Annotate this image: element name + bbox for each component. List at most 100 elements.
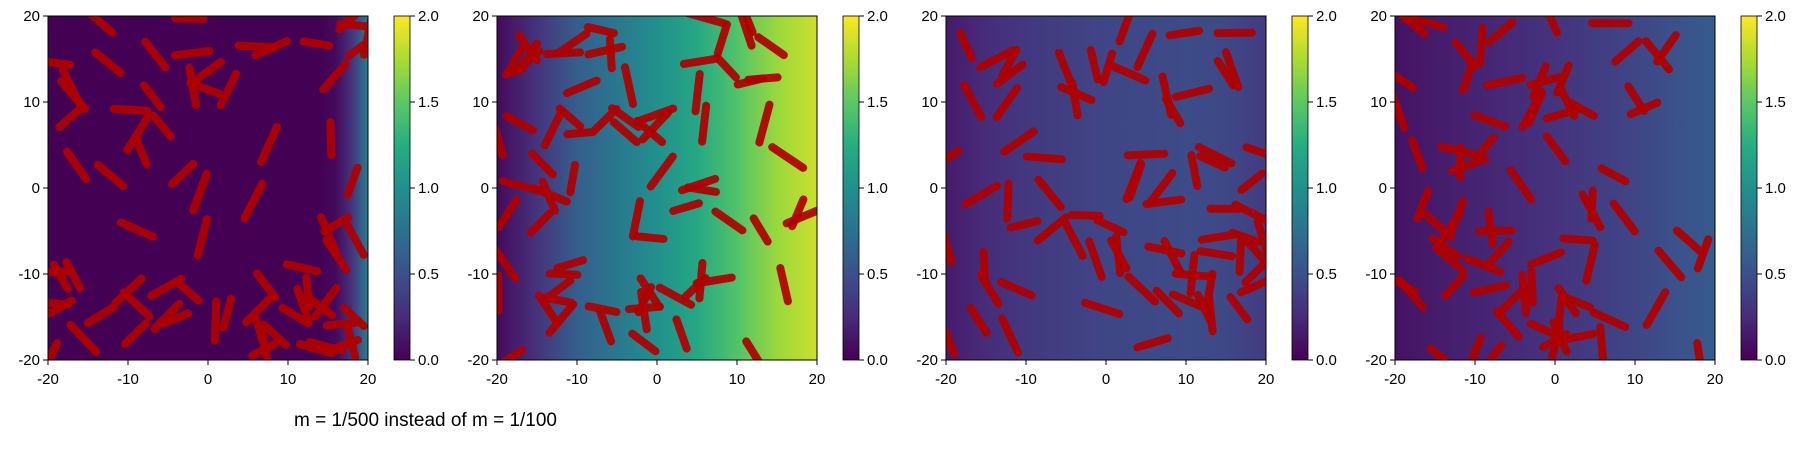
panel-4: -20 -10 0 10 20 -20 -10 0 10 20 0.0 0.5 1.0 1.5 2.0 <box>1365 8 1786 388</box>
rod <box>189 169 211 215</box>
rod <box>278 303 313 328</box>
rod <box>562 76 601 98</box>
rod <box>711 207 747 235</box>
colorbar-tick-label: 1.0 <box>1316 180 1337 197</box>
rod <box>1582 240 1599 285</box>
rod <box>545 300 578 337</box>
rod <box>713 53 740 82</box>
y-tick-label: 10 <box>1370 94 1387 111</box>
rod <box>1006 217 1042 232</box>
rod <box>1112 232 1125 278</box>
rod <box>216 69 241 110</box>
rod <box>946 228 956 266</box>
rod <box>566 160 579 197</box>
colorbar-tick-label: 1.5 <box>867 94 888 111</box>
rod <box>976 46 1018 72</box>
rod <box>638 108 673 144</box>
rod <box>257 122 281 166</box>
y-tick-label: -20 <box>916 352 938 369</box>
rod <box>121 319 151 348</box>
rod <box>691 69 704 116</box>
rod <box>1406 16 1448 32</box>
y-tick-label: 10 <box>472 94 489 111</box>
x-tick-label: 10 <box>729 371 746 388</box>
rod <box>1085 237 1106 281</box>
x-tick-label: -20 <box>935 371 957 388</box>
rod <box>305 337 347 355</box>
rod <box>186 79 224 98</box>
rod <box>998 45 1021 80</box>
rod <box>1122 159 1145 204</box>
y-tick-label: -10 <box>18 266 40 283</box>
rod <box>672 315 691 353</box>
rod <box>1115 16 1134 46</box>
rod <box>1672 226 1707 257</box>
rod <box>48 298 73 309</box>
y-tick-label: 20 <box>472 8 489 25</box>
rod <box>1194 142 1236 168</box>
rod <box>93 161 128 191</box>
rod <box>188 57 226 87</box>
rod <box>149 111 175 141</box>
rod <box>1559 234 1597 245</box>
colorbar <box>1291 15 1309 361</box>
rod <box>1003 179 1013 223</box>
colorbar <box>842 15 860 361</box>
rod <box>139 81 165 112</box>
rod <box>1549 318 1571 356</box>
rod <box>240 179 267 223</box>
rod <box>634 283 656 317</box>
colorbar-tick-label: 1.0 <box>418 180 439 197</box>
rod <box>1108 62 1150 85</box>
rod <box>1470 111 1510 131</box>
rod <box>1426 344 1451 360</box>
rod <box>150 299 184 333</box>
rod <box>1124 272 1159 306</box>
rod <box>91 48 125 78</box>
rod <box>646 152 677 191</box>
rod <box>242 291 277 327</box>
colorbar-tick-label: 1.5 <box>1316 94 1337 111</box>
rod <box>742 337 763 360</box>
y-tick-label: 0 <box>481 180 489 197</box>
x-tick-label: -20 <box>486 371 508 388</box>
rod <box>168 160 198 189</box>
x-tick-label: 20 <box>1258 371 1275 388</box>
x-tick-label: 10 <box>1627 371 1644 388</box>
rod <box>1093 216 1128 237</box>
rod <box>1152 286 1183 318</box>
rod <box>1485 18 1517 47</box>
panel-3: -20 -10 0 10 20 -20 -10 0 10 20 0.0 0.5 1.0 1.5 2.0 <box>916 8 1337 388</box>
rod <box>534 291 561 327</box>
rod <box>1642 288 1670 329</box>
rod <box>605 35 616 73</box>
rod <box>1432 244 1467 275</box>
rod <box>1022 152 1066 164</box>
colorbar-tick-label: 0.0 <box>1765 352 1786 369</box>
rod <box>1611 37 1643 66</box>
rod <box>1653 31 1680 66</box>
rod <box>1542 132 1570 166</box>
rod <box>768 143 808 172</box>
rod <box>1596 323 1607 360</box>
rod <box>1597 164 1630 186</box>
rod <box>83 302 118 327</box>
rod <box>788 195 808 231</box>
x-tick-label: 20 <box>809 371 826 388</box>
rod <box>542 48 585 59</box>
rod <box>63 147 91 184</box>
colorbar-tick-label: 2.0 <box>1765 8 1786 25</box>
panel-1: -20 -10 0 10 20 -20 -10 0 10 20 0.0 0.5 1.0 1.5 2.0 <box>18 8 439 388</box>
colorbar-tick-label: 0.5 <box>867 266 888 283</box>
rod <box>979 248 990 286</box>
rod <box>1467 333 1485 360</box>
rod <box>1123 149 1169 160</box>
rod <box>302 273 314 311</box>
rod <box>502 43 527 79</box>
rod <box>1196 247 1237 261</box>
rod <box>1146 169 1177 206</box>
rods-layer <box>946 16 1266 359</box>
y-tick-label: 10 <box>23 94 40 111</box>
rod <box>1542 105 1581 123</box>
rod <box>1197 230 1241 244</box>
